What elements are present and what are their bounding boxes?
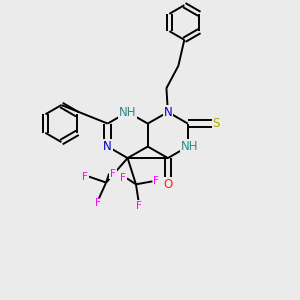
Text: F: F (153, 176, 159, 186)
Text: F: F (95, 199, 101, 208)
Text: F: F (136, 201, 142, 211)
Text: N: N (103, 140, 112, 153)
Text: NH: NH (119, 106, 136, 118)
Text: N: N (164, 106, 172, 118)
Text: F: F (110, 169, 116, 178)
Text: S: S (212, 117, 220, 130)
Text: O: O (163, 178, 172, 190)
Text: NH: NH (181, 140, 198, 153)
Text: F: F (82, 172, 88, 182)
Text: F: F (120, 173, 126, 183)
